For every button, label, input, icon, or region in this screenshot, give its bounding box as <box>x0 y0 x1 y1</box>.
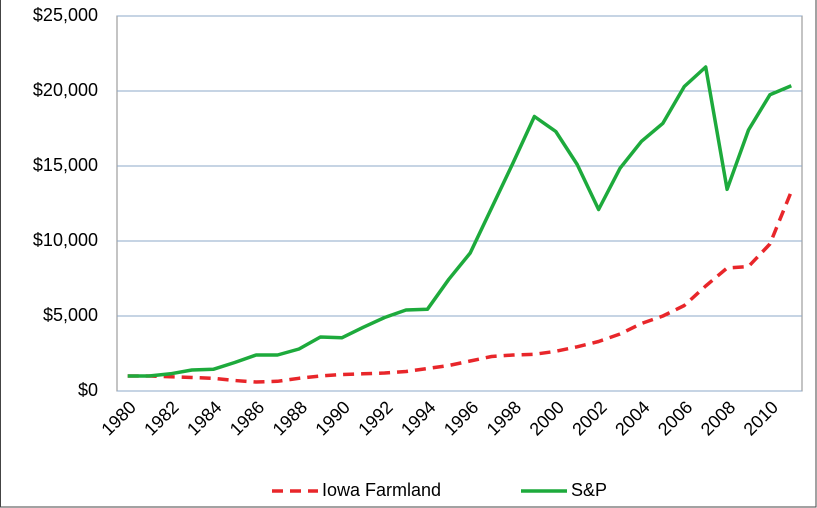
y-tick-label: $0 <box>78 380 98 400</box>
y-tick-label: $25,000 <box>33 5 98 25</box>
legend-label: Iowa Farmland <box>322 480 441 500</box>
y-tick-label: $20,000 <box>33 80 98 100</box>
y-tick-label: $15,000 <box>33 155 98 175</box>
series-line <box>127 190 793 384</box>
legend-label: S&P <box>571 480 607 500</box>
y-tick-label: $5,000 <box>43 305 98 325</box>
y-tick-label: $10,000 <box>33 230 98 250</box>
series-line <box>127 65 792 378</box>
